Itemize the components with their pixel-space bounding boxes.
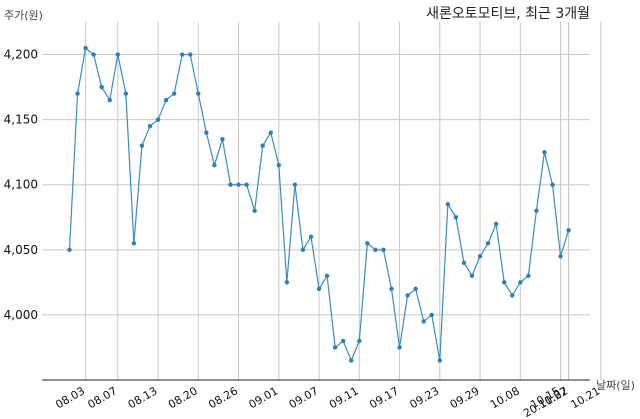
data-point: [244, 182, 249, 187]
data-point: [485, 241, 491, 246]
data-point: [67, 247, 72, 253]
y-tick-label: 4,200: [4, 48, 38, 62]
data-point: [357, 338, 362, 344]
data-point: [453, 215, 459, 220]
data-point: [171, 91, 177, 96]
data-point: [381, 247, 386, 253]
data-point: [155, 117, 161, 122]
data-point: [413, 286, 418, 292]
price-series-points: [67, 45, 571, 363]
data-point: [437, 358, 442, 363]
data-point: [534, 208, 539, 213]
x-tick-label: 08.07: [86, 384, 120, 411]
x-tick-label: 09.07: [287, 384, 321, 411]
vertical-gridlines: [85, 22, 602, 380]
data-point: [308, 234, 314, 239]
data-point: [316, 286, 322, 292]
data-point: [83, 45, 88, 51]
y-tick-label: 4,050: [4, 243, 38, 257]
x-tick-label: 08.13: [126, 384, 160, 411]
data-point: [139, 143, 145, 148]
data-point: [341, 338, 346, 344]
data-point: [445, 202, 451, 207]
x-tick-label: 10.21: [569, 384, 603, 411]
data-point: [493, 221, 499, 226]
data-point: [550, 182, 555, 187]
data-point: [349, 358, 354, 363]
data-point: [276, 163, 281, 168]
x-axis-label: 날짜(일): [596, 378, 635, 392]
x-tick-label: 08.26: [206, 384, 240, 411]
y-tick-label: 4,000: [4, 308, 38, 322]
y-axis-label: 주가(원): [4, 9, 43, 22]
x-tick-label: 09.17: [367, 384, 401, 411]
data-point: [429, 312, 434, 318]
x-tick-label: 09.29: [448, 384, 482, 411]
data-point: [268, 130, 273, 135]
data-point: [204, 130, 209, 135]
data-point: [477, 254, 483, 259]
data-point: [502, 280, 507, 285]
data-point: [220, 136, 225, 142]
x-tick-label: 08.03: [53, 384, 87, 411]
data-point: [469, 273, 475, 279]
x-tick-label: 10.08: [488, 384, 522, 411]
horizontal-gridlines: [42, 54, 590, 316]
data-point: [107, 97, 112, 103]
y-tick-labels: 4,000 4,050 4,100 4,150 4,200: [4, 48, 38, 322]
data-point: [421, 319, 426, 324]
data-point: [260, 143, 265, 148]
data-point: [389, 286, 394, 292]
data-point: [196, 91, 201, 96]
x-tick-label: 09.11: [327, 384, 361, 411]
data-point: [252, 208, 257, 213]
data-point: [99, 84, 104, 90]
data-point: [75, 91, 80, 96]
data-point: [405, 293, 410, 298]
data-point: [188, 52, 193, 57]
data-point: [324, 273, 330, 279]
data-point: [123, 91, 129, 96]
data-point: [91, 52, 96, 57]
x-tick-label: 08.20: [166, 384, 200, 411]
data-point: [461, 260, 467, 266]
data-point: [147, 123, 153, 129]
x-tick-label: 09.01: [247, 384, 281, 411]
y-tick-label: 4,100: [4, 178, 38, 192]
data-point: [212, 163, 217, 168]
data-point: [397, 345, 402, 350]
data-point: [180, 52, 185, 57]
data-point: [332, 345, 338, 350]
chart-title: 새론오토모티브, 최근 3개월: [426, 6, 590, 22]
data-point: [163, 97, 169, 103]
data-point: [292, 182, 298, 187]
data-point: [284, 280, 290, 285]
data-point: [373, 247, 378, 253]
data-point: [518, 280, 523, 285]
data-point: [526, 273, 531, 279]
data-point: [115, 52, 121, 57]
data-point: [566, 228, 571, 233]
y-tick-label: 4,150: [4, 113, 38, 127]
data-point: [542, 149, 547, 155]
data-point: [228, 182, 233, 187]
x-tick-label: 09.23: [408, 384, 442, 411]
data-point: [236, 182, 241, 187]
data-point: [300, 247, 306, 253]
data-point: [510, 293, 515, 298]
data-point: [558, 254, 563, 259]
data-point: [365, 241, 370, 246]
data-point: [131, 241, 137, 246]
